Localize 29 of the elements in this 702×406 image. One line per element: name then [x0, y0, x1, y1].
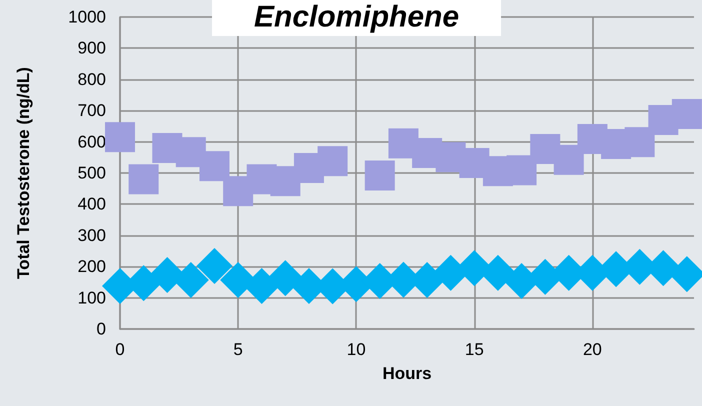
y-tick-label: 100	[78, 288, 106, 308]
y-tick-label: 800	[78, 70, 106, 89]
y-tick-label: 0	[96, 320, 106, 338]
point	[624, 127, 655, 158]
point	[364, 160, 395, 190]
point	[672, 99, 702, 130]
x-tick-label: 5	[233, 340, 243, 359]
point	[318, 146, 348, 176]
x-tick-label: 20	[582, 340, 602, 359]
point	[199, 151, 230, 182]
y-tick-label: 400	[78, 194, 106, 214]
x-tick-label: 15	[464, 340, 484, 359]
point	[128, 164, 159, 194]
y-tick-label: 300	[78, 226, 106, 245]
point	[105, 122, 135, 152]
y-tick-label: 700	[78, 101, 106, 120]
point	[554, 144, 584, 175]
y-tick-label: 200	[78, 257, 106, 276]
x-tick-label: 0	[115, 340, 125, 359]
point	[506, 155, 537, 186]
y-tick-label: 1000	[68, 8, 106, 26]
chart-title: Enclomiphene	[254, 0, 460, 34]
y-tick-label: 600	[78, 132, 106, 152]
x-axis-title: Hours	[382, 364, 432, 383]
point	[196, 248, 232, 284]
y-axis-title: Total Testosterone (ng/dL)	[14, 67, 33, 279]
x-tick-label: 10	[346, 340, 366, 359]
y-tick-label: 500	[78, 164, 106, 182]
y-tick-label: 900	[78, 38, 106, 58]
